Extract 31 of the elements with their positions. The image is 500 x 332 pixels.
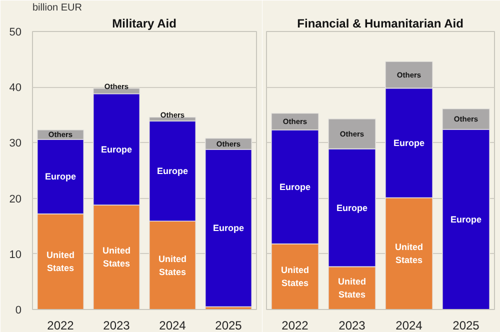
x-tick-label: 2025 (452, 318, 480, 332)
text: Europe (101, 144, 132, 154)
x-tick-label: 2023 (103, 318, 130, 332)
text: United States (102, 246, 130, 269)
series-label: Europe (280, 182, 311, 192)
text: Europe (157, 166, 188, 176)
y-axis-title: billion EUR (32, 2, 82, 14)
y-tick-label: 50 (9, 26, 22, 38)
text: Europe (213, 223, 244, 234)
x-tick-label: 2022 (47, 318, 74, 332)
x-tick-label: 2024 (159, 318, 186, 332)
series-label: United States (281, 265, 309, 288)
y-tick-label: 40 (9, 82, 22, 94)
series-label: Europe (45, 172, 76, 182)
text: Europe (394, 138, 425, 148)
chart-title: Military Aid (112, 16, 176, 30)
y-tick-label: 0 (15, 304, 22, 316)
series-label: United States (46, 250, 74, 274)
text: United States (338, 276, 366, 300)
text: Europe (336, 202, 368, 213)
x-tick-label: 2024 (396, 318, 423, 332)
y-tick-label: 10 (9, 248, 22, 261)
y-tick-label: 20 (9, 193, 22, 206)
x-tick-label: 2025 (215, 318, 242, 332)
text: United States (158, 254, 186, 277)
y-tick-label: 30 (9, 138, 22, 150)
x-tick-label: 2023 (338, 318, 366, 332)
x-tick-label: 2022 (282, 318, 309, 332)
chart-title: Financial & Humanitarian Aid (297, 16, 464, 30)
text: Europe (450, 214, 482, 224)
text: United States (395, 242, 423, 266)
